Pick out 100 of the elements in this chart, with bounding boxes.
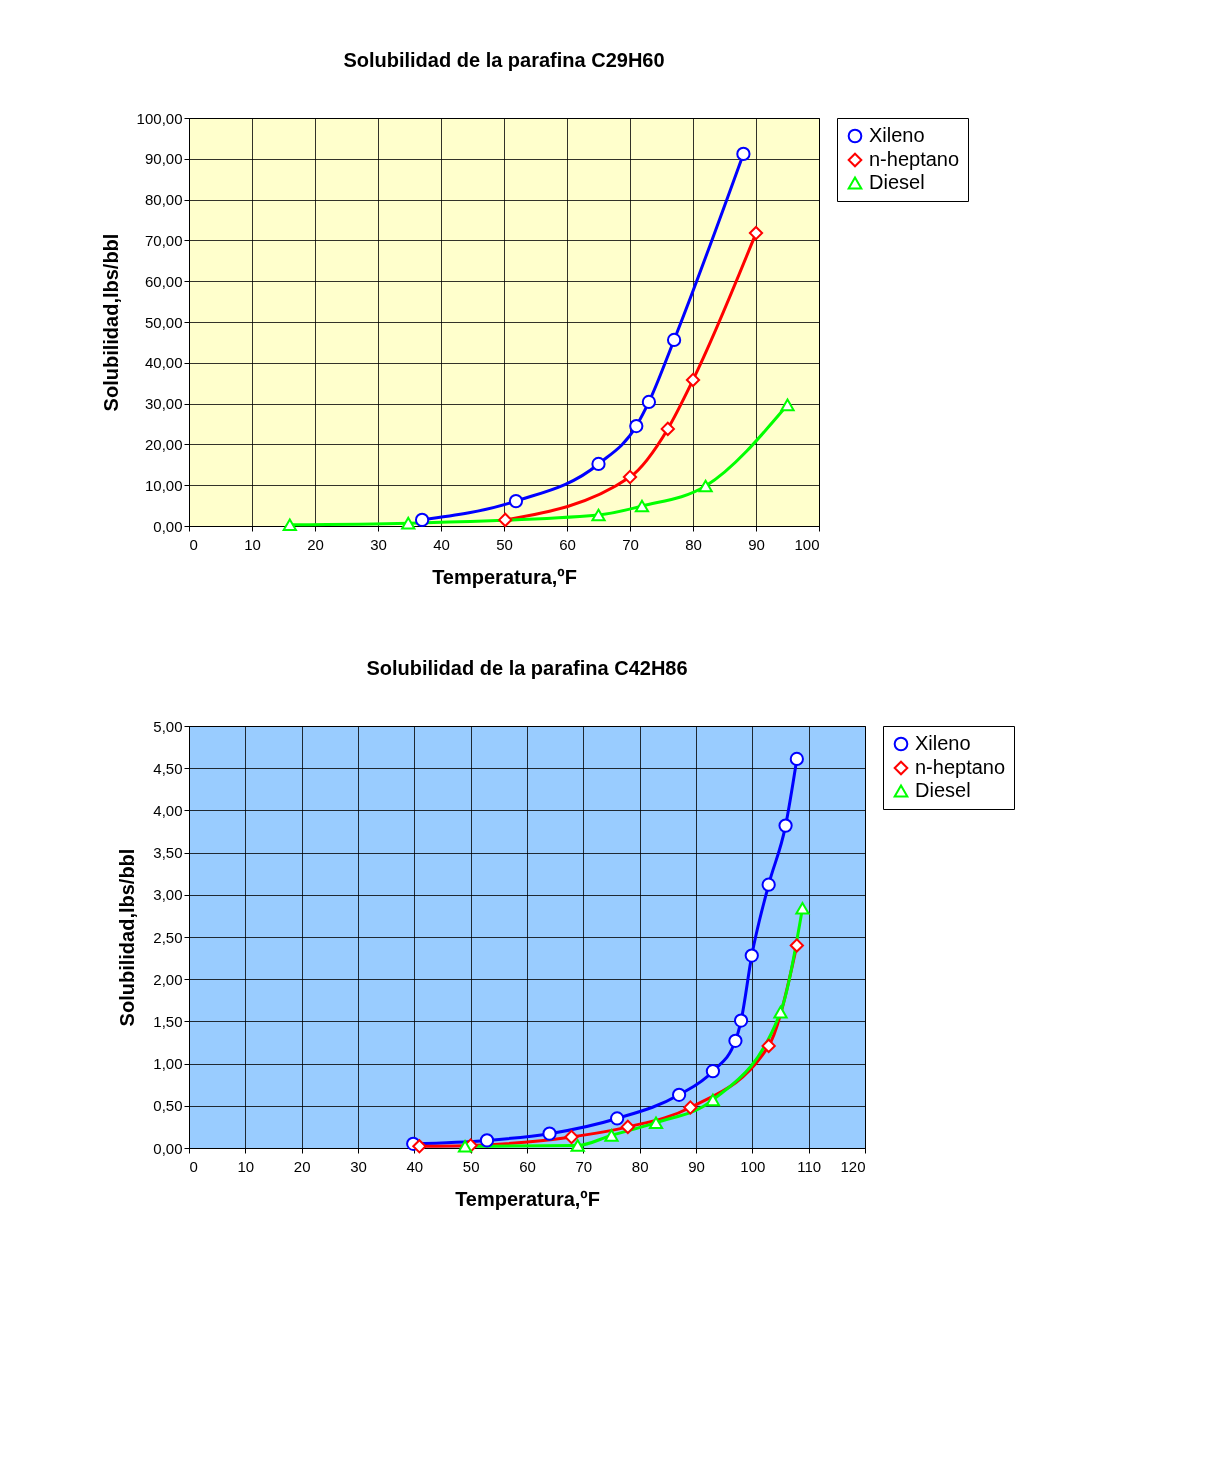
point (641, 394, 657, 410)
point (666, 332, 682, 348)
point (564, 1129, 579, 1145)
point (780, 398, 795, 412)
point (604, 1129, 619, 1142)
point (479, 1133, 495, 1148)
point (748, 225, 764, 241)
y-tick-label: 1,50 (153, 1012, 183, 1030)
point (498, 512, 513, 527)
y-tick-label: 0,00 (153, 1139, 183, 1157)
point (789, 938, 804, 953)
point (778, 818, 793, 833)
x-tick-label: 40 (406, 1157, 424, 1175)
point (591, 456, 606, 472)
x-tick-label: 60 (559, 535, 576, 553)
chart-title: Solubilidad de la parafina C42H86 (366, 657, 688, 679)
y-tick-label: 0,50 (153, 1097, 183, 1115)
x-tick-label: 60 (519, 1157, 536, 1175)
y-tick-label: 50,00 (144, 313, 183, 331)
point (542, 1126, 557, 1141)
y-tick-label: 5,00 (153, 717, 183, 735)
point (620, 1119, 635, 1135)
x-tick-label: 0 (189, 535, 198, 553)
legend-label: Xileno (869, 124, 925, 146)
point (705, 1093, 721, 1107)
y-tick-label: 4,00 (153, 801, 183, 819)
y-tick-label: 80,00 (144, 191, 183, 209)
x-tick-label: 110 (797, 1157, 822, 1175)
y-tick-label: 0,00 (153, 517, 183, 535)
point (733, 1013, 749, 1028)
point (508, 494, 524, 509)
y-tick-label: 40,00 (144, 354, 183, 372)
point (622, 469, 638, 485)
x-tick-label: 50 (496, 535, 513, 553)
y-tick-label: 4,50 (153, 759, 183, 777)
point (282, 518, 297, 532)
x-tick-label: 80 (631, 1157, 649, 1175)
y-tick-label: 3,50 (153, 844, 183, 862)
point (634, 499, 650, 513)
point (744, 948, 759, 963)
x-tick-label: 50 (462, 1157, 480, 1175)
x-tick-label: 120 (840, 1157, 866, 1175)
point (685, 372, 701, 388)
y-tick-label: 10,00 (144, 476, 183, 494)
y-axis-title: Solubilidad,lbs/bbl (99, 233, 122, 412)
legend-label: n-heptano (869, 148, 960, 170)
point (773, 1005, 788, 1019)
y-tick-label: 60,00 (144, 272, 183, 290)
point (761, 1038, 776, 1053)
y-tick-label: 2,00 (153, 970, 183, 988)
point (736, 146, 751, 162)
chart-title: Solubilidad de la parafina C29H60 (343, 49, 665, 71)
point (457, 1140, 473, 1153)
y-axis-title: Solubilidad,lbs/bbl (116, 848, 139, 1027)
y-tick-label: 20,00 (144, 435, 183, 453)
point (610, 1111, 625, 1126)
legend-label: Xileno (915, 732, 971, 754)
y-tick-label: 1,00 (153, 1055, 183, 1073)
x-tick-label: 100 (740, 1157, 766, 1175)
point (671, 1087, 687, 1102)
x-axis-title: Temperatura,ºF (455, 1187, 600, 1210)
point (789, 751, 804, 767)
point (648, 1116, 664, 1129)
point (591, 508, 606, 522)
y-tick-label: 30,00 (144, 395, 183, 413)
x-tick-label: 100 (794, 535, 820, 553)
y-tick-label: 3,00 (153, 886, 183, 904)
y-tick-label: 2,50 (153, 928, 183, 946)
point (761, 877, 776, 892)
point (401, 516, 416, 530)
x-tick-label: 10 (244, 535, 261, 553)
x-tick-label: 20 (307, 535, 324, 553)
x-tick-label: 20 (293, 1157, 311, 1175)
legend-label: n-heptano (915, 756, 1006, 778)
x-tick-label: 90 (748, 535, 765, 553)
x-tick-label: 90 (688, 1157, 705, 1175)
point (629, 418, 644, 434)
x-axis-title: Temperatura,ºF (432, 565, 577, 588)
point (570, 1139, 585, 1152)
x-tick-label: 30 (350, 1157, 367, 1175)
x-tick-label: 70 (622, 535, 639, 553)
x-tick-label: 40 (433, 535, 450, 553)
point (683, 1100, 698, 1115)
x-tick-label: 80 (685, 535, 702, 553)
x-tick-label: 0 (189, 1157, 198, 1175)
legend-label: Diesel (869, 171, 925, 193)
x-tick-label: 10 (237, 1157, 255, 1175)
point (698, 479, 713, 493)
legend-label: Diesel (915, 779, 971, 801)
x-tick-label: 30 (370, 535, 387, 553)
y-tick-label: 70,00 (144, 231, 183, 249)
point (705, 1064, 721, 1079)
point (795, 902, 810, 915)
point (412, 1139, 427, 1154)
point (728, 1033, 743, 1048)
point (414, 512, 430, 527)
x-tick-label: 70 (575, 1157, 593, 1175)
point (660, 421, 675, 437)
y-tick-label: 90,00 (144, 150, 183, 168)
y-tick-label: 100,00 (136, 109, 183, 127)
